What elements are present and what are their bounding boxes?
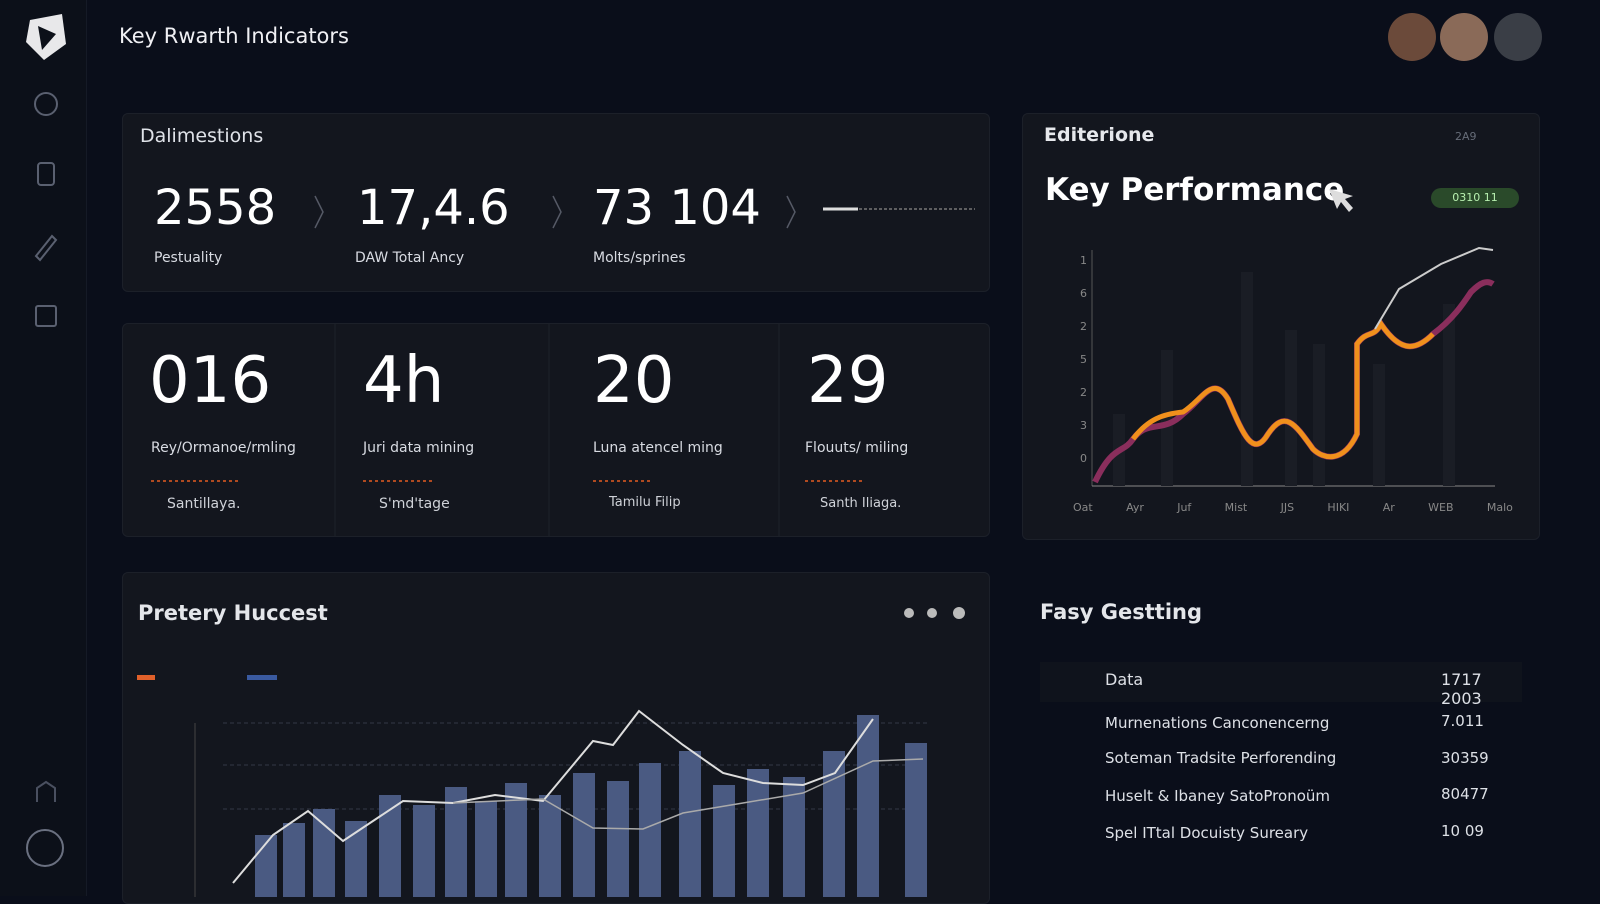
legend-swatch: [247, 675, 277, 680]
kpi-owner: Santh Iliaga.: [820, 496, 902, 511]
avatar[interactable]: [1440, 13, 1488, 61]
x-label: Malo: [1486, 501, 1513, 514]
performance-card: Editerione 2A9 Key Performance 0310 11 1…: [1022, 113, 1540, 540]
nav-icon[interactable]: [36, 780, 56, 802]
y-label: 0: [1080, 452, 1087, 465]
x-label: Ayr: [1126, 501, 1144, 514]
performance-chart: [1091, 189, 1495, 487]
cell: 1717 2003: [1441, 670, 1482, 708]
summary-card: Dalimestions 2558 Pestuality 17,4.6 DAW …: [122, 113, 990, 292]
badge[interactable]: 2A9: [1455, 130, 1477, 143]
kpi-owner: S'md'tage: [379, 496, 450, 512]
stat-value: 17,4.6: [357, 180, 510, 236]
x-label: HIKI: [1327, 501, 1350, 514]
table-row: Murnenations Canconencerng 7.011: [1105, 712, 1525, 732]
kpi-label: Rey/Ormanoe/rmling: [151, 440, 296, 456]
x-label: JJS: [1280, 501, 1295, 514]
x-label: Oat: [1073, 501, 1093, 514]
trend-line: [1131, 319, 1435, 460]
kpi-value: 4h: [363, 344, 445, 418]
table-title: Fasy Gestting: [1040, 600, 1203, 624]
x-label: Mist: [1224, 501, 1248, 514]
cell: Spel ITtal Docuisty Sureary: [1105, 824, 1309, 842]
sidebar: [0, 0, 87, 896]
kpi-owner: Santillaya.: [167, 496, 241, 512]
panel-chart: [137, 607, 965, 897]
kpi-card: 016 Rey/Ormanoe/rmling Santillaya. 4h Ju…: [122, 323, 990, 537]
avatar[interactable]: [1388, 13, 1436, 61]
table-row: Soteman Tradsite Perforending 30359: [1105, 749, 1525, 767]
y-label: 5: [1080, 353, 1087, 366]
nav-icon[interactable]: [34, 92, 58, 116]
y-label: 2: [1080, 386, 1087, 399]
separators: [314, 195, 975, 229]
kpi-value: 29: [807, 344, 889, 418]
stat-label: Molts/sprines: [593, 250, 686, 266]
nav-icon[interactable]: [26, 829, 64, 867]
stat-label: Pestuality: [154, 250, 223, 266]
stat-value: 2558: [154, 180, 277, 236]
kpi-label: Flouuts/ miling: [805, 440, 909, 456]
panel-tools[interactable]: [904, 607, 965, 619]
table-row: Spel ITtal Docuisty Sureary 10 09: [1105, 822, 1525, 842]
stat-label: DAW Total Ancy: [355, 250, 465, 266]
kpi-value: 20: [593, 344, 675, 418]
cell: Murnenations Canconencerng: [1105, 714, 1330, 732]
cell: Huselt & Ibaney SatoPronoüm: [1105, 787, 1330, 805]
kpi-label: Juri data mining: [363, 440, 475, 456]
panel-title: Pretery Huccest: [138, 601, 328, 625]
cell: Soteman Tradsite Perforending: [1105, 749, 1337, 767]
y-labels: 1 6 2 5 2 3 0: [1073, 244, 1087, 475]
kpi-dividers: [151, 324, 863, 536]
y-label: 2: [1080, 320, 1087, 333]
x-labels: Oat Ayr Juf Mist JJS HIKI Ar WEB Malo: [1073, 501, 1513, 514]
legend-swatch: [137, 675, 155, 680]
x-label: Ar: [1382, 501, 1395, 514]
kpi-owner: Tamilu Filip: [609, 495, 681, 510]
x-label: WEB: [1428, 501, 1454, 514]
card-title: Dalimestions: [140, 125, 264, 147]
y-label: 1: [1080, 254, 1087, 267]
nav-icon[interactable]: [35, 305, 57, 327]
card-tag: Editerione: [1044, 124, 1155, 146]
card-title: Key Performance: [1045, 172, 1345, 208]
chart-panel: Pretery Huccest: [122, 572, 990, 904]
status-pill[interactable]: 0310 11: [1431, 188, 1519, 208]
kpi-label: Luna atencel ming: [593, 440, 723, 456]
background-bars: [1113, 272, 1455, 486]
x-label: Juf: [1177, 501, 1192, 514]
cell: 30359: [1441, 749, 1489, 767]
trend-line: [1374, 246, 1494, 330]
avatars: [1388, 13, 1542, 61]
table-row: Huselt & Ibaney SatoPronoüm 80477: [1105, 785, 1525, 805]
y-label: 3: [1080, 419, 1087, 432]
cell: 7.011: [1441, 712, 1484, 730]
avatar[interactable]: [1494, 13, 1542, 61]
nav-icon[interactable]: [34, 234, 58, 262]
panel-bars: [255, 715, 927, 897]
cursor: [1329, 189, 1353, 212]
cell: Data: [1105, 670, 1144, 689]
kpi-value: 016: [149, 344, 272, 418]
header-title: Key Rwarth Indicators: [119, 24, 349, 48]
nav-icon[interactable]: [37, 162, 55, 186]
cell: 80477: [1441, 785, 1489, 803]
logo-cut: [38, 26, 56, 50]
y-label: 6: [1080, 287, 1087, 300]
sidebar-icons: [26, 14, 66, 867]
stat-value: 73 104: [593, 180, 761, 236]
cell: 10 09: [1441, 822, 1484, 840]
table-row: Data 1717 2003: [1105, 670, 1525, 708]
table-header-row: [1040, 662, 1522, 702]
